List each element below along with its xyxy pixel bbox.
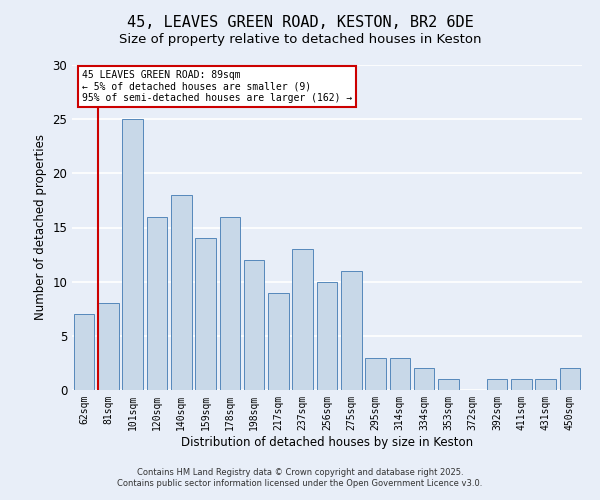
Y-axis label: Number of detached properties: Number of detached properties — [34, 134, 47, 320]
Bar — [438, 379, 459, 390]
Bar — [389, 358, 410, 390]
Bar — [98, 304, 119, 390]
Bar — [195, 238, 216, 390]
Bar — [365, 358, 386, 390]
Bar — [487, 379, 508, 390]
Text: 45, LEAVES GREEN ROAD, KESTON, BR2 6DE: 45, LEAVES GREEN ROAD, KESTON, BR2 6DE — [127, 15, 473, 30]
Bar — [146, 216, 167, 390]
Bar — [292, 249, 313, 390]
Bar — [317, 282, 337, 390]
Bar — [220, 216, 240, 390]
Bar — [511, 379, 532, 390]
Text: Size of property relative to detached houses in Keston: Size of property relative to detached ho… — [119, 32, 481, 46]
Bar — [74, 314, 94, 390]
Text: Contains HM Land Registry data © Crown copyright and database right 2025.
Contai: Contains HM Land Registry data © Crown c… — [118, 468, 482, 487]
Text: 45 LEAVES GREEN ROAD: 89sqm
← 5% of detached houses are smaller (9)
95% of semi-: 45 LEAVES GREEN ROAD: 89sqm ← 5% of deta… — [82, 70, 352, 103]
Bar — [535, 379, 556, 390]
X-axis label: Distribution of detached houses by size in Keston: Distribution of detached houses by size … — [181, 436, 473, 448]
Bar — [171, 195, 191, 390]
Bar — [268, 292, 289, 390]
Bar — [122, 119, 143, 390]
Bar — [414, 368, 434, 390]
Bar — [244, 260, 265, 390]
Bar — [560, 368, 580, 390]
Bar — [341, 271, 362, 390]
